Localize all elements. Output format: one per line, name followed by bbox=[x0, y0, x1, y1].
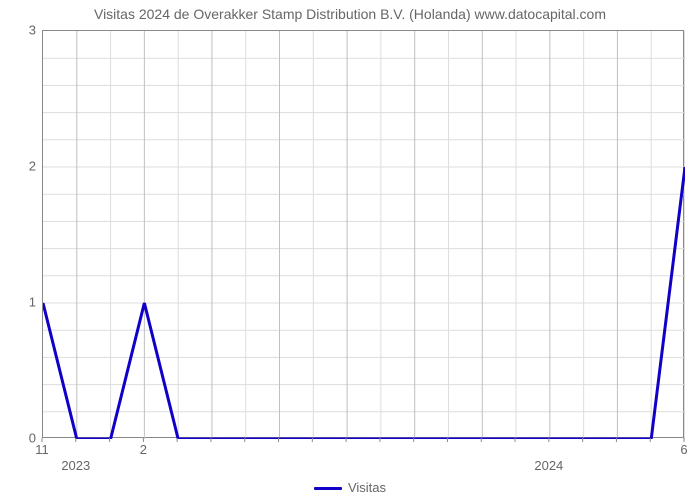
x-tick-year-label: 2023 bbox=[61, 458, 90, 473]
legend-label: Visitas bbox=[348, 480, 386, 495]
chart-title: Visitas 2024 de Overakker Stamp Distribu… bbox=[0, 6, 700, 22]
y-tick-label: 1 bbox=[16, 295, 36, 310]
y-tick-label: 2 bbox=[16, 159, 36, 174]
legend-swatch bbox=[314, 487, 342, 490]
x-tick-label: 11 bbox=[35, 442, 49, 457]
x-tick-label: 2 bbox=[140, 442, 147, 457]
plot-area bbox=[42, 30, 684, 438]
y-tick-label: 3 bbox=[16, 23, 36, 38]
legend: Visitas bbox=[0, 480, 700, 495]
y-tick-label: 0 bbox=[16, 431, 36, 446]
x-tick-label: 6 bbox=[680, 442, 687, 457]
chart-svg bbox=[43, 31, 685, 439]
x-tick-year-label: 2024 bbox=[534, 458, 563, 473]
